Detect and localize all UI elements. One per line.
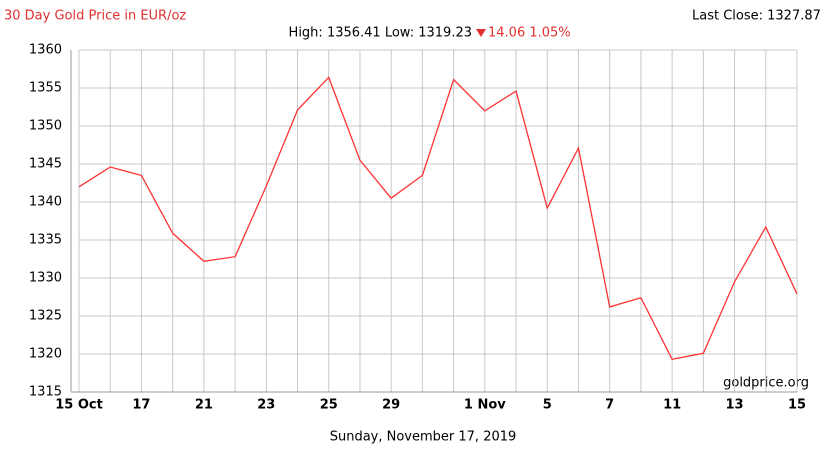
chart-title: 30 Day Gold Price in EUR/oz <box>4 9 186 24</box>
x-tick-label: 11 <box>663 398 681 413</box>
last-close: Last Close: 1327.87 <box>692 9 821 24</box>
x-tick-label: 21 <box>195 398 213 413</box>
change: 14.06 1.05% <box>488 26 571 41</box>
y-tick-label: 1340 <box>29 195 62 210</box>
x-tick-label: 5 <box>543 398 552 413</box>
high-low: High: 1356.41 Low: 1319.23 <box>289 26 472 41</box>
x-tick-label: 25 <box>320 398 338 413</box>
x-tick-label: 1 Nov <box>464 398 506 413</box>
date: Sunday, November 17, 2019 <box>330 430 517 445</box>
x-tick-label: 29 <box>382 398 400 413</box>
y-tick-label: 1355 <box>29 81 62 96</box>
y-tick-label: 1330 <box>29 271 62 286</box>
y-tick-label: 1350 <box>29 119 62 134</box>
y-tick-label: 1320 <box>29 347 62 362</box>
x-tick-label: 17 <box>132 398 150 413</box>
y-tick-label: 1335 <box>29 233 62 248</box>
x-tick-label: 7 <box>605 398 614 413</box>
down-arrow <box>476 29 486 37</box>
x-tick-label: 15 Oct <box>55 398 103 413</box>
y-tick-label: 1325 <box>29 309 62 324</box>
x-tick-label: 15 <box>788 398 806 413</box>
y-tick-label: 1315 <box>29 385 62 400</box>
y-tick-label: 1345 <box>29 157 62 172</box>
price-line <box>78 76 798 361</box>
x-tick-label: 23 <box>257 398 275 413</box>
y-tick-label: 1360 <box>29 43 62 58</box>
x-tick-label: 13 <box>726 398 744 413</box>
